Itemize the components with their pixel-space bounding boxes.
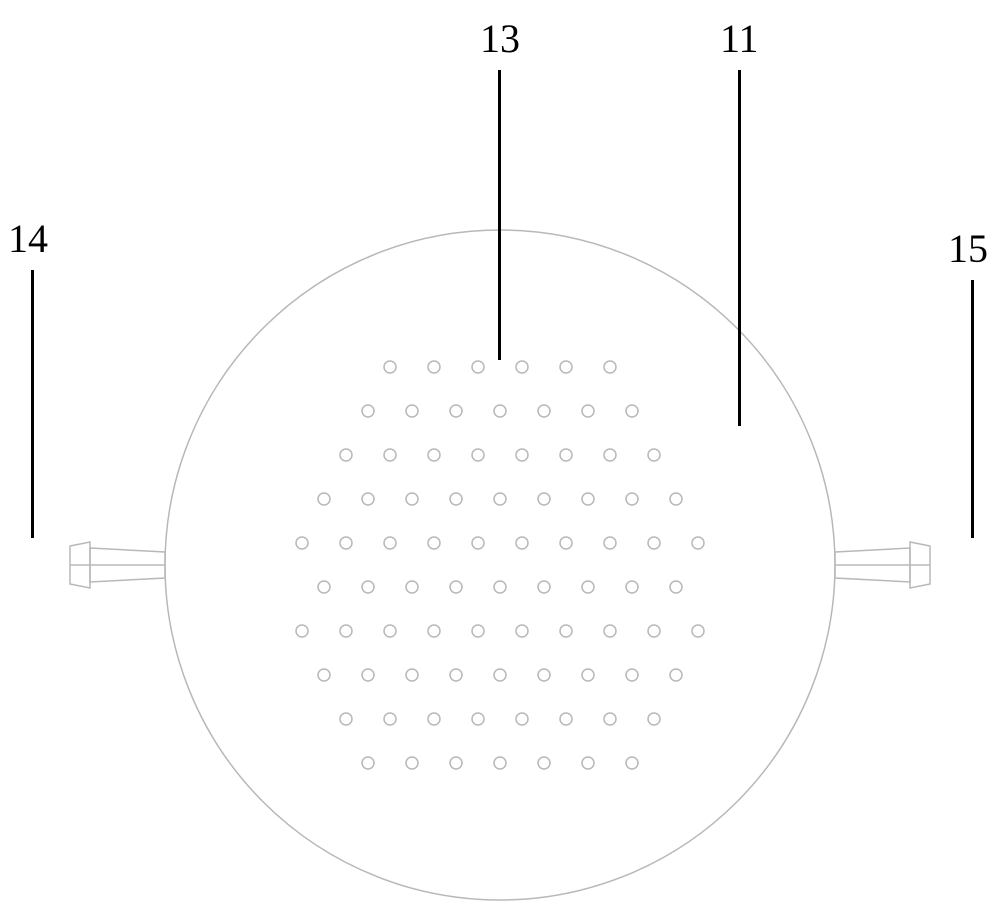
perforation-hole xyxy=(340,625,352,637)
perforation-hole xyxy=(318,493,330,505)
perforation-hole xyxy=(604,537,616,549)
perforation-hole xyxy=(648,537,660,549)
perforation-hole xyxy=(362,493,374,505)
perforation-hole xyxy=(384,625,396,637)
perforation-hole xyxy=(494,669,506,681)
perforation-hole xyxy=(472,361,484,373)
perforation-hole xyxy=(428,537,440,549)
perforation-hole xyxy=(406,493,418,505)
perforation-hole xyxy=(604,625,616,637)
perforation-hole xyxy=(692,625,704,637)
perforation-hole xyxy=(362,669,374,681)
perforation-hole xyxy=(560,625,572,637)
perforation-hole xyxy=(516,537,528,549)
perforation-hole xyxy=(626,405,638,417)
perforation-hole xyxy=(340,449,352,461)
callout-label-14: 14 xyxy=(8,215,48,262)
perforation-hole xyxy=(406,757,418,769)
perforation-hole xyxy=(428,361,440,373)
perforation-hole xyxy=(560,537,572,549)
perforation-hole xyxy=(648,449,660,461)
perforation-hole xyxy=(626,757,638,769)
perforation-hole xyxy=(450,405,462,417)
perforation-hole xyxy=(450,757,462,769)
perforation-hole xyxy=(582,581,594,593)
perforation-hole xyxy=(692,537,704,549)
perforation-hole xyxy=(340,713,352,725)
perforation-hole xyxy=(384,537,396,549)
perforation-hole xyxy=(582,757,594,769)
perforation-hole xyxy=(428,713,440,725)
perforation-hole xyxy=(626,669,638,681)
perforation-hole xyxy=(296,625,308,637)
perforation-hole xyxy=(516,713,528,725)
perforation-hole xyxy=(494,493,506,505)
perforation-hole xyxy=(362,581,374,593)
perforation-hole xyxy=(406,405,418,417)
perforation-hole xyxy=(428,625,440,637)
perforation-hole xyxy=(560,713,572,725)
leader-line-15 xyxy=(971,280,974,538)
perforation-hole xyxy=(560,361,572,373)
perforation-hole xyxy=(538,757,550,769)
perforation-hole xyxy=(450,493,462,505)
perforation-hole xyxy=(648,625,660,637)
perforation-hole xyxy=(450,581,462,593)
perforation-hole xyxy=(626,581,638,593)
perforation-hole xyxy=(516,361,528,373)
perforation-hole xyxy=(494,757,506,769)
leader-line-13 xyxy=(498,70,501,360)
perforation-hole xyxy=(582,669,594,681)
leader-line-14 xyxy=(31,270,34,538)
perforation-hole xyxy=(384,449,396,461)
callout-label-13: 13 xyxy=(480,15,520,62)
perforation-hole xyxy=(384,361,396,373)
perforation-hole xyxy=(670,669,682,681)
perforation-hole xyxy=(340,537,352,549)
perforation-hole xyxy=(406,581,418,593)
perforation-hole xyxy=(362,757,374,769)
perforation-hole xyxy=(318,669,330,681)
perforation-hole xyxy=(582,493,594,505)
perforation-hole xyxy=(604,449,616,461)
perforation-hole xyxy=(538,493,550,505)
perforation-hole xyxy=(406,669,418,681)
perforation-hole xyxy=(472,537,484,549)
perforation-hole xyxy=(560,449,572,461)
perforation-hole xyxy=(538,581,550,593)
perforation-hole xyxy=(604,361,616,373)
perforation-hole xyxy=(516,625,528,637)
callout-label-11: 11 xyxy=(720,15,759,62)
perforation-hole xyxy=(472,713,484,725)
perforation-hole xyxy=(626,493,638,505)
perforation-hole xyxy=(604,713,616,725)
perforation-hole xyxy=(494,405,506,417)
perforation-hole xyxy=(582,405,594,417)
perforation-hole xyxy=(362,405,374,417)
perforation-hole xyxy=(670,493,682,505)
callout-label-15: 15 xyxy=(948,225,988,272)
perforation-hole xyxy=(472,449,484,461)
perforation-hole xyxy=(318,581,330,593)
perforation-hole xyxy=(472,625,484,637)
leader-line-11 xyxy=(738,70,741,426)
perforation-hole xyxy=(428,449,440,461)
perforation-hole xyxy=(296,537,308,549)
perforation-hole xyxy=(494,581,506,593)
perforation-hole xyxy=(516,449,528,461)
perforation-hole xyxy=(450,669,462,681)
perforation-hole xyxy=(670,581,682,593)
perforation-hole xyxy=(648,713,660,725)
perforation-hole xyxy=(538,405,550,417)
perforation-hole xyxy=(384,713,396,725)
perforation-hole xyxy=(538,669,550,681)
